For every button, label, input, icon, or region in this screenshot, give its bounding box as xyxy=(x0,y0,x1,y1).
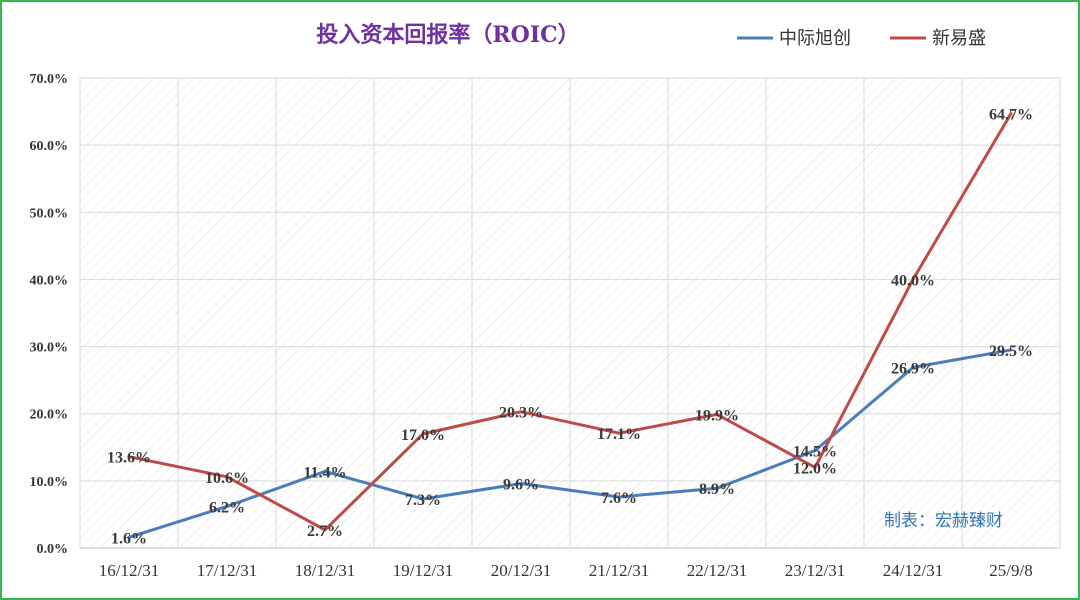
y-tick-label: 40.0% xyxy=(30,273,69,288)
chart-title: 投入资本回报率（ROIC） xyxy=(316,22,579,48)
data-label: 17.1% xyxy=(597,426,641,443)
y-tick-label: 60.0% xyxy=(30,139,69,154)
y-tick-label: 30.0% xyxy=(30,341,69,356)
source-note: 制表：宏赫臻财 xyxy=(884,511,1003,531)
y-tick-label: 10.0% xyxy=(30,475,69,490)
data-label: 20.3% xyxy=(499,405,543,422)
series-line-1 xyxy=(127,348,1013,539)
x-tick-label: 18/12/31 xyxy=(295,561,355,580)
y-tick-label: 0.0% xyxy=(37,542,69,557)
data-label: 40.0% xyxy=(891,272,935,289)
data-label: 14.5% xyxy=(793,444,837,461)
data-label: 19.9% xyxy=(695,407,739,424)
data-label: 12.0% xyxy=(793,460,837,477)
y-tick-label: 70.0% xyxy=(30,72,69,87)
x-tick-label: 22/12/31 xyxy=(687,561,747,580)
data-label: 8.9% xyxy=(699,481,735,498)
y-tick-label: 20.0% xyxy=(30,408,69,423)
data-label: 6.2% xyxy=(209,499,245,516)
x-tick-label: 25/9/8 xyxy=(989,561,1032,580)
legend: 中际旭创 新易盛 xyxy=(737,28,986,49)
data-label: 26.9% xyxy=(891,360,935,377)
x-tick-label: 23/12/31 xyxy=(785,561,845,580)
data-label: 9.6% xyxy=(503,477,539,494)
data-label: 7.6% xyxy=(601,490,637,507)
x-axis-ticks: 16/12/31 17/12/31 18/12/31 19/12/31 20/12/31… xyxy=(99,561,1033,580)
x-tick-label: 21/12/31 xyxy=(589,561,649,580)
data-label: 7.3% xyxy=(405,492,441,509)
data-label: 1.6% xyxy=(111,530,147,547)
data-label: 2.7% xyxy=(307,523,343,540)
y-tick-label: 50.0% xyxy=(30,206,69,221)
data-label: 13.6% xyxy=(107,450,151,467)
data-label: 11.4% xyxy=(303,464,346,481)
gridlines xyxy=(79,77,1061,549)
x-tick-label: 19/12/31 xyxy=(393,561,453,580)
data-label: 29.5% xyxy=(989,343,1033,360)
data-labels: 1.6% 6.2% 11.4% 7.3% 9.6% 7.6% 8.9% 14.5% 26.9% 2… xyxy=(107,107,1033,548)
x-tick-label: 20/12/31 xyxy=(491,561,551,580)
y-axis-ticks: 0.0% 10.0% 20.0% 30.0% 40.0% 50.0% 60.0% 70.0% xyxy=(30,72,69,557)
legend-label: 新易盛 xyxy=(932,28,986,49)
data-label: 64.7% xyxy=(989,107,1033,124)
series-line-2 xyxy=(127,112,1013,532)
legend-label: 中际旭创 xyxy=(779,28,851,49)
x-tick-label: 16/12/31 xyxy=(99,561,159,580)
data-label: 10.6% xyxy=(205,470,249,487)
series-lines xyxy=(127,112,1013,539)
x-tick-label: 24/12/31 xyxy=(883,561,943,580)
data-label: 17.0% xyxy=(401,427,445,444)
x-tick-label: 17/12/31 xyxy=(197,561,257,580)
